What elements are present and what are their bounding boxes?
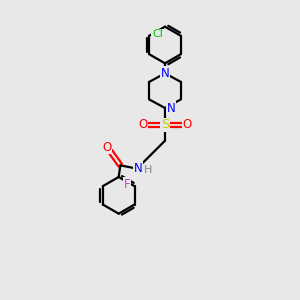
Text: S: S [161, 118, 169, 131]
Text: F: F [124, 178, 130, 191]
Text: O: O [102, 141, 112, 154]
Text: N: N [134, 161, 142, 175]
Text: N: N [160, 67, 169, 80]
Text: O: O [183, 118, 192, 131]
Text: Cl: Cl [152, 29, 163, 39]
Text: N: N [167, 101, 176, 115]
Text: H: H [143, 165, 152, 175]
Text: O: O [138, 118, 147, 131]
